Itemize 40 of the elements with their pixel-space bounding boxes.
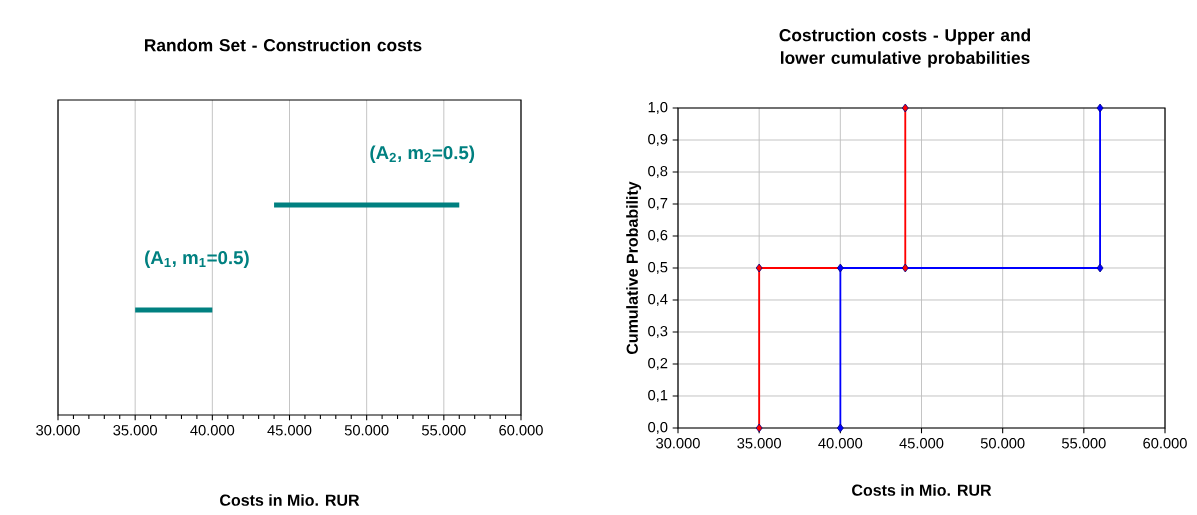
y-tick-label: 0,6 bbox=[648, 229, 668, 243]
x-tick-label: 45.000 bbox=[899, 438, 944, 449]
x-tick-label: 50.000 bbox=[344, 425, 389, 436]
point bbox=[836, 263, 844, 273]
point bbox=[755, 423, 763, 433]
y-tick-label: 0,5 bbox=[648, 261, 668, 275]
x-tick-label: 35.000 bbox=[113, 425, 157, 436]
y-tick-label: 0,0 bbox=[648, 421, 668, 435]
chart-title: Costruction costs - Upper and lower cumulative probabilities bbox=[779, 28, 1031, 68]
x-tick-label: 40.000 bbox=[190, 425, 235, 436]
x-axis-title: Costs in Mio. RUR bbox=[220, 494, 360, 506]
chart-title: Random Set - Construction costs bbox=[145, 38, 422, 52]
point bbox=[901, 103, 909, 113]
annotation: (A$_{1}$, m$_{1}$=0.5) bbox=[145, 250, 249, 268]
point bbox=[1096, 263, 1104, 273]
annotation: (A$_{2}$, m$_{2}$=0.5) bbox=[370, 145, 475, 163]
x-axis-title: Costs in Mio. RUR bbox=[852, 484, 992, 496]
y-tick-label: 0,3 bbox=[648, 325, 668, 339]
y-tick-label: 0,1 bbox=[648, 389, 668, 403]
y-tick-label: 0,7 bbox=[648, 197, 668, 211]
x-tick-label: 55.000 bbox=[421, 425, 466, 436]
point bbox=[901, 263, 909, 273]
y-tick-label: 0,4 bbox=[648, 293, 668, 307]
point bbox=[836, 423, 844, 433]
x-tick-label: 60.000 bbox=[1143, 438, 1187, 449]
x-tick-label: 35.000 bbox=[737, 438, 782, 449]
x-tick-label: 50.000 bbox=[980, 438, 1025, 449]
x-tick-label: 60.000 bbox=[499, 425, 543, 436]
x-tick-label: 30.000 bbox=[36, 425, 80, 436]
y-axis-title: Cumulative Probability bbox=[626, 181, 642, 355]
y-tick-label: 0,8 bbox=[648, 165, 668, 179]
y-tick-label: 0,9 bbox=[648, 133, 668, 147]
x-tick-label: 55.000 bbox=[1062, 438, 1106, 449]
y-tick-label: 0,2 bbox=[648, 357, 668, 371]
point bbox=[1096, 103, 1104, 113]
point bbox=[755, 263, 763, 273]
x-tick-label: 45.000 bbox=[267, 425, 312, 436]
x-tick-label: 30.000 bbox=[656, 438, 700, 449]
y-tick-label: 1,0 bbox=[648, 101, 668, 115]
x-tick-label: 40.000 bbox=[818, 438, 863, 449]
